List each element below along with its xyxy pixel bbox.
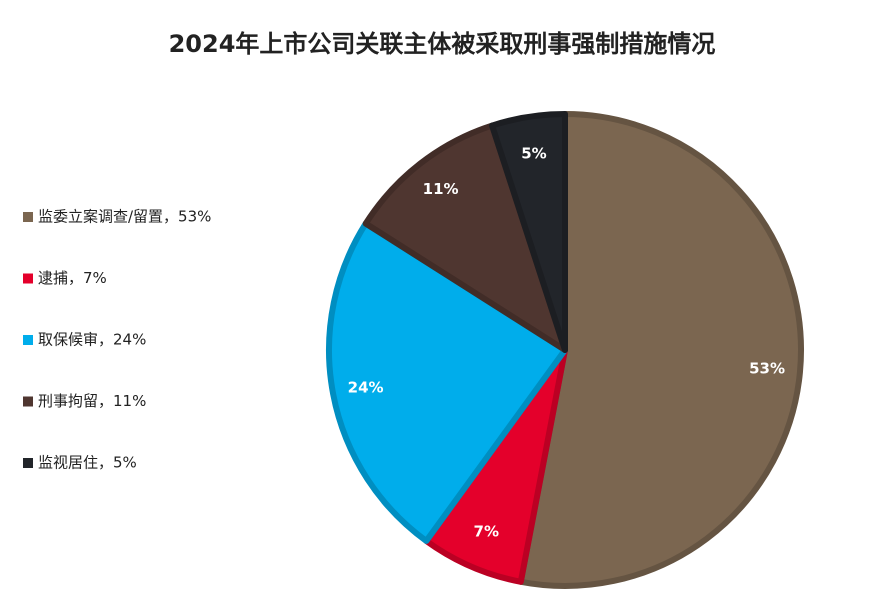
pie-slice: [362, 122, 568, 353]
legend-swatch: [23, 335, 33, 345]
data-label: 7%: [474, 522, 499, 540]
pie-slice: [517, 111, 804, 589]
legend-swatch: [23, 212, 33, 222]
data-label: 24%: [348, 379, 384, 397]
data-label: 53%: [749, 360, 785, 378]
chart-title: 2024年上市公司关联主体被采取刑事强制措施情况: [169, 30, 716, 58]
legend-label: 监委立案调查/留置，53%: [38, 208, 211, 226]
legend-swatch: [23, 273, 33, 284]
legend-label: 取保候审，24%: [38, 331, 146, 349]
pie-slice: [326, 220, 568, 544]
legend-swatch: [23, 396, 33, 407]
data-label: 11%: [423, 180, 459, 198]
legend-label: 刑事拘留，11%: [38, 392, 146, 410]
legend-label: 逮捕，7%: [38, 269, 107, 287]
legend-swatch: [23, 458, 33, 468]
data-label: 5%: [521, 145, 546, 163]
pie-slice: [489, 111, 568, 353]
legend-label: 监视居住，5%: [38, 454, 137, 472]
